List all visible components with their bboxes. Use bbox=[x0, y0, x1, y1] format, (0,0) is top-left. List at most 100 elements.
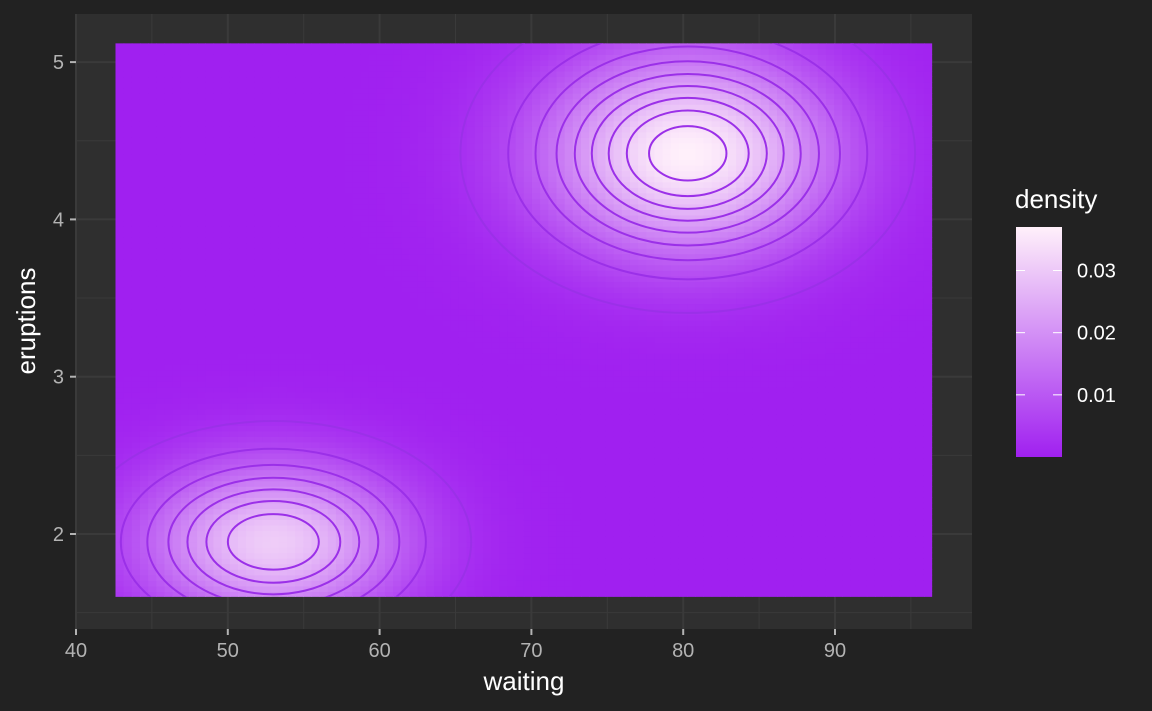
density-cell bbox=[270, 480, 280, 487]
density-cell bbox=[115, 513, 125, 521]
density-cell bbox=[335, 314, 345, 321]
density-cell bbox=[221, 342, 231, 349]
density-cell bbox=[482, 397, 492, 404]
density-cell bbox=[139, 480, 149, 487]
density-cell bbox=[237, 126, 247, 133]
density-cell bbox=[164, 375, 174, 382]
density-cell bbox=[205, 536, 215, 543]
density-cell bbox=[507, 286, 517, 293]
density-cell bbox=[507, 142, 517, 150]
density-cell bbox=[352, 430, 362, 437]
density-cell bbox=[205, 87, 215, 94]
density-cell bbox=[311, 364, 321, 371]
density-cell bbox=[115, 314, 125, 321]
density-cell bbox=[270, 270, 280, 277]
density-cell bbox=[237, 585, 247, 592]
density-cell bbox=[205, 248, 215, 255]
density-cell bbox=[205, 48, 215, 55]
density-cell bbox=[303, 569, 313, 576]
density-cell bbox=[515, 380, 525, 388]
density-cell bbox=[303, 98, 313, 105]
density-cell bbox=[164, 569, 174, 576]
density-cell bbox=[417, 225, 427, 233]
density-cell bbox=[188, 54, 198, 61]
density-cell bbox=[319, 43, 329, 50]
density-cell bbox=[213, 192, 223, 199]
density-cell bbox=[286, 109, 296, 116]
density-cell bbox=[499, 314, 509, 321]
density-cell bbox=[474, 536, 484, 543]
density-cell bbox=[344, 591, 353, 597]
density-cell bbox=[156, 59, 166, 66]
density-cell bbox=[205, 309, 215, 316]
density-cell bbox=[139, 142, 149, 150]
density-cell bbox=[262, 491, 272, 498]
density-cell bbox=[401, 253, 411, 260]
density-cell bbox=[278, 65, 288, 72]
density-cell bbox=[295, 558, 304, 565]
density-cell bbox=[384, 81, 394, 89]
density-cell bbox=[123, 275, 133, 282]
density-cell bbox=[360, 142, 370, 150]
density-cell bbox=[417, 502, 427, 509]
density-cell bbox=[148, 392, 157, 399]
density-cell bbox=[344, 342, 353, 349]
density-cell bbox=[286, 159, 296, 166]
density-cell bbox=[213, 98, 223, 105]
density-cell bbox=[180, 569, 190, 576]
density-cell bbox=[499, 65, 509, 72]
density-cell bbox=[303, 403, 313, 410]
density-cell bbox=[401, 480, 411, 487]
density-cell bbox=[409, 237, 419, 244]
density-cell bbox=[197, 347, 206, 354]
density-cell bbox=[311, 286, 321, 293]
density-cell bbox=[507, 220, 517, 227]
density-cell bbox=[262, 502, 272, 509]
density-cell bbox=[368, 320, 378, 327]
density-cell bbox=[246, 209, 255, 216]
density-cell bbox=[115, 347, 125, 354]
density-cell bbox=[368, 524, 378, 532]
density-cell bbox=[278, 436, 288, 443]
density-cell bbox=[360, 109, 370, 116]
density-cell bbox=[384, 275, 394, 282]
density-cell bbox=[221, 259, 231, 266]
density-cell bbox=[335, 187, 345, 194]
density-cell bbox=[254, 264, 264, 271]
density-cell bbox=[409, 153, 419, 161]
density-cell bbox=[499, 353, 509, 360]
density-cell bbox=[335, 436, 345, 443]
density-cell bbox=[335, 43, 345, 50]
density-cell bbox=[172, 331, 182, 338]
density-cell bbox=[164, 54, 174, 61]
density-cell bbox=[409, 70, 419, 78]
density-cell bbox=[376, 436, 386, 443]
density-cell bbox=[335, 458, 345, 465]
density-cell bbox=[458, 380, 468, 388]
density-cell bbox=[360, 519, 370, 526]
density-cell bbox=[139, 131, 149, 138]
density-cell bbox=[131, 137, 141, 144]
density-cell bbox=[254, 209, 264, 216]
density-cell bbox=[229, 369, 239, 377]
density-cell bbox=[197, 408, 206, 415]
density-cell bbox=[131, 419, 141, 426]
density-cell bbox=[123, 441, 133, 449]
density-cell bbox=[335, 563, 345, 570]
density-cell bbox=[368, 59, 378, 66]
density-cell bbox=[205, 170, 215, 177]
density-cell bbox=[515, 342, 525, 349]
density-cell bbox=[164, 425, 174, 432]
density-cell bbox=[352, 142, 362, 150]
density-cell bbox=[425, 325, 435, 332]
density-cell bbox=[311, 181, 321, 188]
density-cell bbox=[246, 552, 255, 559]
density-cell bbox=[303, 153, 313, 161]
density-cell bbox=[352, 375, 362, 382]
density-cell bbox=[221, 170, 231, 177]
density-cell bbox=[491, 342, 500, 349]
density-cell bbox=[139, 159, 149, 166]
density-cell bbox=[156, 126, 166, 133]
density-cell bbox=[188, 148, 198, 155]
density-cell bbox=[123, 70, 133, 78]
